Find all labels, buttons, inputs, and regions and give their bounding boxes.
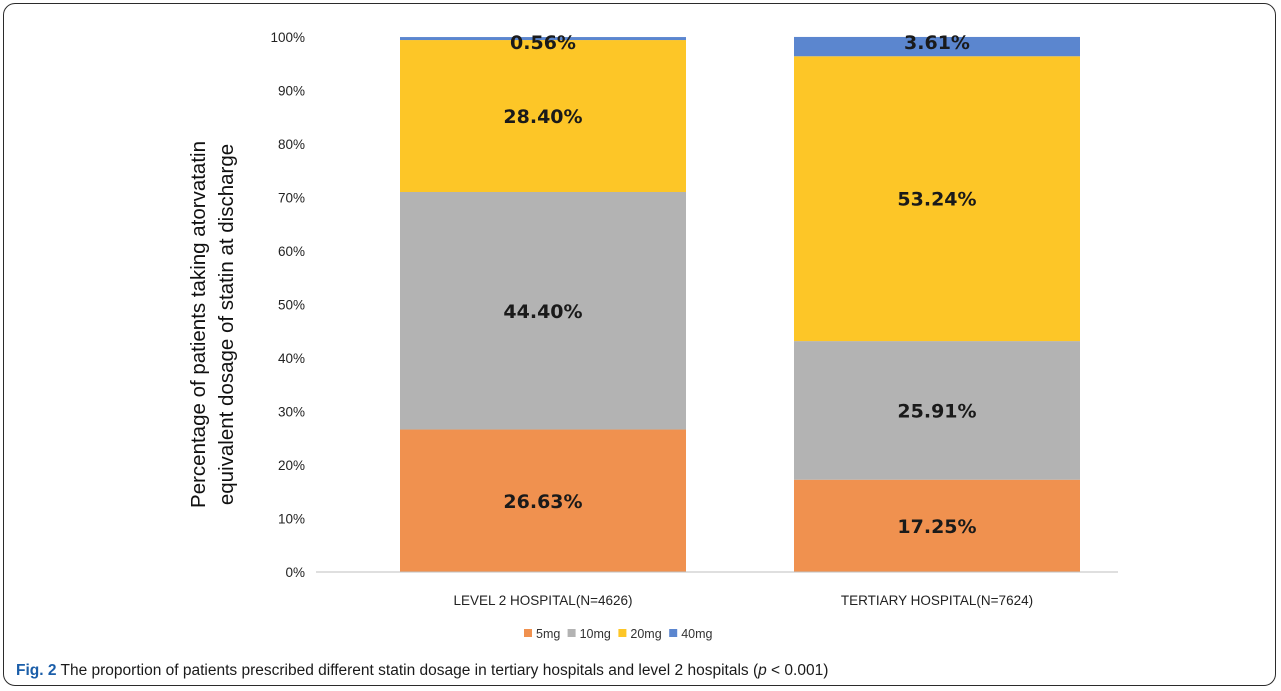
- legend-label-40mg: 40mg: [681, 627, 712, 641]
- legend-swatch-20mg: [618, 629, 627, 637]
- caption-text-end: < 0.001): [766, 662, 829, 679]
- stacked-bar-chart: 0% 10% 20% 30% 40% 50% 60% 70% 80% 90% 100% Percent…: [187, 30, 1118, 641]
- legend-swatch-40mg: [669, 629, 678, 637]
- bar-segment-10mg: [794, 341, 1080, 480]
- y-tick-label: 90%: [278, 84, 305, 99]
- caption-text: The proportion of patients prescribed di…: [56, 662, 759, 679]
- bar-segment-20mg: [794, 56, 1080, 342]
- y-axis-label-line1: Percentage of patients taking atorvatati…: [187, 141, 210, 508]
- data-label-20mg: 53.24%: [897, 189, 976, 211]
- data-label-5mg: 17.25%: [897, 516, 976, 538]
- legend-swatch-5mg: [524, 629, 532, 637]
- bar-segment-40mg: [794, 36, 1080, 57]
- legend-swatch-10mg: [567, 629, 576, 637]
- data-label-40mg: 3.61%: [904, 32, 970, 54]
- bar-segment-20mg: [400, 40, 686, 192]
- bar-segment-5mg: [794, 479, 1080, 572]
- figure-caption: Fig. 2 The proportion of patients prescr…: [16, 662, 828, 680]
- bar-segment-5mg: [400, 429, 686, 572]
- y-tick-label: 70%: [278, 191, 305, 206]
- data-label-40mg: 0.56%: [510, 32, 576, 54]
- y-tick-label: 100%: [270, 30, 305, 45]
- y-tick-label: 60%: [278, 244, 305, 259]
- y-axis-label-line2: equivalent dosage of statin at discharge: [215, 144, 238, 505]
- y-tick-label: 80%: [278, 137, 305, 152]
- bar-segment-10mg: [400, 191, 686, 430]
- y-tick-label: 20%: [278, 458, 305, 473]
- caption-p-italic: p: [758, 662, 767, 679]
- data-label-10mg: 44.40%: [503, 301, 582, 323]
- x-category-label: TERTIARY HOSPITAL(N=7624): [841, 593, 1033, 608]
- legend-label-20mg: 20mg: [630, 627, 661, 641]
- y-tick-label: 0%: [285, 565, 305, 580]
- data-label-10mg: 25.91%: [897, 400, 976, 422]
- legend-label-5mg: 5mg: [536, 627, 560, 641]
- data-label-20mg: 28.40%: [503, 106, 582, 128]
- x-category-label: LEVEL 2 HOSPITAL(N=4626): [454, 593, 633, 608]
- caption-label: Fig. 2: [16, 662, 57, 679]
- data-label-5mg: 26.63%: [503, 491, 582, 513]
- y-tick-label: 10%: [278, 512, 305, 527]
- bar-segment-40mg: [400, 37, 686, 41]
- y-tick-label: 40%: [278, 351, 305, 366]
- legend-label-10mg: 10mg: [580, 627, 611, 641]
- y-tick-label: 50%: [278, 298, 305, 313]
- y-tick-label: 30%: [278, 405, 305, 420]
